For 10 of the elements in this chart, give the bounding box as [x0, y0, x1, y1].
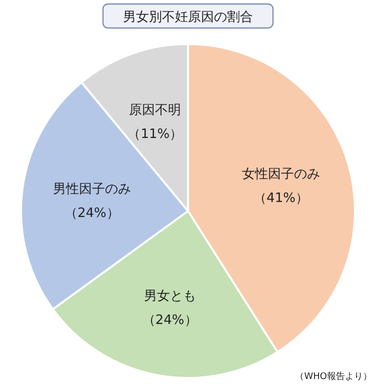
data-label: （24%）	[64, 206, 120, 221]
chart-title: 男女別不妊原因の割合	[123, 10, 253, 25]
data-label: （24%）	[142, 313, 198, 328]
slice-label: 男性因子のみ	[52, 182, 131, 197]
data-label: （11%）	[128, 126, 183, 142]
slice-label: 男女とも	[144, 289, 196, 304]
slice-label: 女性因子のみ	[242, 166, 320, 182]
text: （WHO報告より）	[295, 371, 372, 382]
slice-label: 原因不明	[129, 102, 182, 118]
data-label: （41%）	[254, 190, 308, 206]
